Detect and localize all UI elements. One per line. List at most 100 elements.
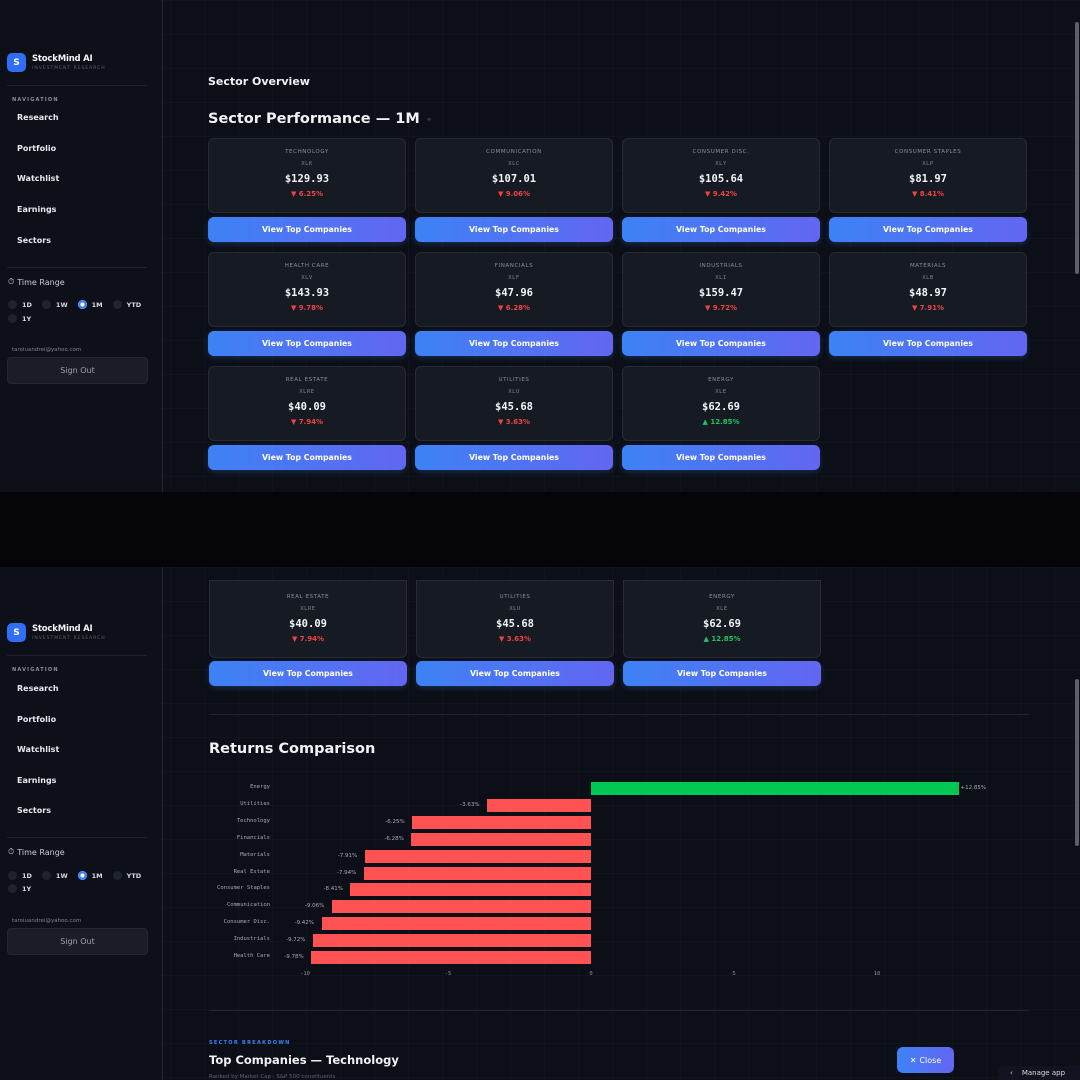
view-top-companies-real-estate[interactable]: View Top Companies [208,445,406,470]
chart-category-label: Financials [236,834,270,841]
breakdown-caption: Ranked by Market Cap · S&P 500 constitue… [209,1074,336,1080]
scrollbar[interactable] [1072,0,1080,492]
radio-ytd[interactable]: YTD [112,871,141,880]
chart-x-tick: -5 [444,971,452,977]
view-top-companies-energy[interactable]: View Top Companies [623,661,821,686]
sidebar-item-sectors[interactable]: Sectors [17,806,51,815]
change-badge: ▼ 7.94% [291,635,325,643]
chart-category-label: Communication [226,902,270,909]
sidebar-item-research[interactable]: Research [17,684,59,693]
radio-1d[interactable]: 1D [8,300,32,309]
radio-1d[interactable]: 1D [8,871,32,880]
change-badge: ▼ 3.63% [498,635,532,643]
screen-separator [0,492,1080,567]
breakdown-title: Top Companies — Technology [209,1053,399,1067]
top-screen: S StockMind AI INVESTMENT RESEARCH NAVIG… [0,0,1080,492]
close-button[interactable]: ✕ Close [897,1047,954,1073]
chart-bar[interactable] [311,951,591,964]
chart-category-label: Health Care [233,953,270,959]
sector-card-consumer-staples: CONSUMER STAPLES XLP $81.97 ▼ 8.41% [829,138,1027,213]
sidebar-item-earnings[interactable]: Earnings [17,776,57,785]
scrollbar-thumb[interactable] [1075,22,1079,274]
section-divider [209,714,1029,715]
sector-card-financials: FINANCIALS XLF $47.96 ▼ 6.28% [415,252,613,327]
chart-value-label: +12.85% [960,785,987,791]
chart-bar[interactable] [363,866,591,880]
chart-bar[interactable] [487,798,591,812]
manage-app-button[interactable]: ‹ Manage app [998,1066,1080,1080]
sign-out-button[interactable]: Sign Out [7,928,148,955]
chart-bar[interactable] [591,782,959,795]
radio-1m[interactable]: 1M [77,871,103,880]
sidebar-item-watchlist[interactable]: Watchlist [17,745,60,754]
change-badge: ▼ 9.78% [290,304,324,312]
chart-value-label: -7.91% [337,852,358,859]
sign-out-button[interactable]: Sign Out [7,357,148,384]
view-top-companies-energy[interactable]: View Top Companies [622,445,820,470]
radio-1y[interactable]: 1Y [8,314,31,323]
divider [7,267,147,268]
radio-1w[interactable]: 1W [41,871,68,880]
sector-card-energy: ENERGY XLE $62.69 ▲ 12.85% [622,366,820,441]
radio-1y[interactable]: 1Y [8,884,31,893]
view-top-companies-consumer-disc[interactable]: View Top Companies [622,217,820,242]
chart-category-label: Technology [236,817,270,824]
sector-card-materials: MATERIALS XLB $48.97 ▼ 7.91% [829,252,1027,327]
view-top-companies-financials[interactable]: View Top Companies [415,331,613,356]
view-top-companies-technology[interactable]: View Top Companies [208,217,406,242]
chart-value-label: -6.28% [384,835,404,842]
sidebar-item-portfolio[interactable]: Portfolio [17,144,57,153]
divider [7,85,147,86]
main-content: REAL ESTATE XLRE $40.09 ▼ 7.94% View Top … [164,567,1080,1080]
change-badge: ▼ 6.25% [290,190,324,198]
sidebar-item-sectors[interactable]: Sectors [17,236,51,245]
bottom-screen: S StockMind AI INVESTMENT RESEARCH NAVIG… [0,567,1080,1080]
radio-1w[interactable]: 1W [41,300,68,309]
app-subtitle: INVESTMENT RESEARCH [32,636,106,641]
view-top-companies-health-care[interactable]: View Top Companies [208,331,406,356]
nav-title: NAVIGATION [12,97,59,103]
nav-title: NAVIGATION [12,667,59,673]
chart-value-label: -9.78% [284,954,304,960]
sidebar-item-earnings[interactable]: Earnings [17,205,57,214]
sector-card-utilities: UTILITIES XLU $45.68 ▼ 3.63% [416,580,614,658]
radio-1m[interactable]: 1M [77,300,103,309]
view-top-companies-materials[interactable]: View Top Companies [829,331,1027,356]
view-top-companies-industrials[interactable]: View Top Companies [622,331,820,356]
chart-bar[interactable] [321,917,591,931]
chart-bar[interactable] [411,832,591,846]
chart-bar[interactable] [313,934,591,948]
chart-bar[interactable] [412,815,591,829]
sidebar-item-watchlist[interactable]: Watchlist [17,174,60,183]
chart-bar[interactable] [364,849,591,863]
chart-bar[interactable] [350,883,591,897]
chart-bar[interactable] [331,900,591,914]
time-range-radio-group-row2: 1Y [8,314,31,323]
radio-ytd[interactable]: YTD [112,300,141,309]
scrollbar-thumb[interactable] [1075,679,1079,846]
chart-category-label: Real Estate [233,868,270,875]
sidebar: S StockMind AI INVESTMENT RESEARCH NAVIG… [0,567,163,1080]
sidebar-item-portfolio[interactable]: Portfolio [17,715,57,724]
chart-value-label: -7.94% [336,869,357,876]
view-top-companies-utilities[interactable]: View Top Companies [415,445,613,470]
chart-value-label: -9.06% [304,903,325,910]
performance-title: Sector Performance — 1M ⚭ [208,111,433,127]
app-subtitle: INVESTMENT RESEARCH [32,66,106,71]
view-top-companies-communication[interactable]: View Top Companies [415,217,613,242]
change-badge: ▲ 12.85% [702,418,740,426]
view-top-companies-utilities[interactable]: View Top Companies [416,661,614,686]
sector-card-industrials: INDUSTRIALS XLI $159.47 ▼ 9.72% [622,252,820,327]
change-badge: ▼ 9.42% [704,190,738,198]
sector-card-health-care: HEALTH CARE XLV $143.93 ▼ 9.78% [208,252,406,327]
change-badge: ▼ 7.91% [911,304,945,312]
view-top-companies-consumer-staples[interactable]: View Top Companies [829,217,1027,242]
view-top-companies-real-estate[interactable]: View Top Companies [209,661,407,686]
chart-value-label: -8.41% [323,886,343,893]
scrollbar[interactable] [1072,567,1080,1067]
sidebar: S StockMind AI INVESTMENT RESEARCH NAVIG… [0,0,163,492]
sidebar-item-research[interactable]: Research [17,113,59,122]
link-icon[interactable]: ⚭ [425,114,433,124]
chart-category-label: Industrials [233,936,270,943]
user-email: taroiuandrei@yahoo.com [12,918,82,924]
